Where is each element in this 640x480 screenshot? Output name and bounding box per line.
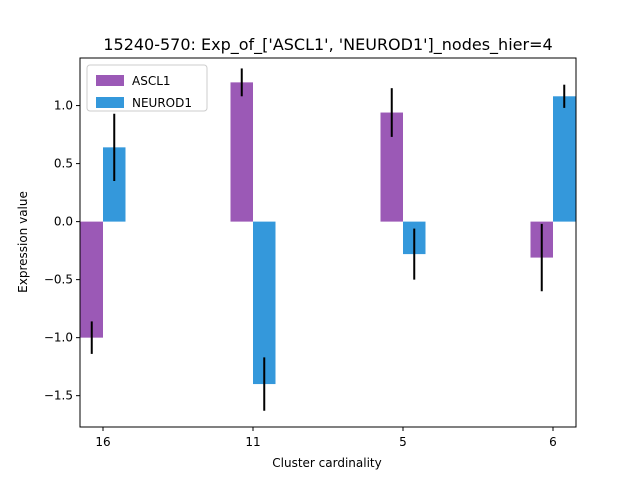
legend: ASCL1 NEUROD1 [86,64,208,112]
y-tick-label: −0.5 [44,273,73,287]
y-tick-label: 0.5 [54,157,73,171]
x-axis-label: Cluster cardinality [272,456,381,470]
bar-ascl1-11 [230,82,253,222]
legend-swatch-neurod1 [96,97,124,108]
y-tick-label: −1.5 [44,389,73,403]
y-tick-label: −1.0 [44,331,73,345]
error-bar-layer [90,68,566,411]
x-axis: 16 11 5 6 [95,427,557,449]
y-axis-label: Expression value [16,191,30,293]
bar-layer [80,82,576,385]
bar-neurod1-11 [253,221,276,385]
x-tick-label-5: 5 [399,435,407,449]
plot-frame [79,57,577,428]
y-tick-label: 1.0 [54,99,73,113]
x-tick-label-16: 16 [95,435,110,449]
chart-title: 15240-570: Exp_of_['ASCL1', 'NEUROD1']_n… [103,35,552,55]
y-tick-label: 0.0 [54,215,73,229]
bar-neurod1-6 [553,96,576,222]
legend-swatch-ascl1 [96,75,124,86]
x-tick-label-6: 6 [549,435,557,449]
legend-label-ascl1: ASCL1 [132,74,171,88]
bar-neurod1-16 [103,147,126,222]
y-axis: −1.5 −1.0 −0.5 0.0 0.5 1.0 [44,99,80,403]
x-tick-label-11: 11 [245,435,260,449]
bar-ascl1-16 [80,221,103,338]
legend-label-neurod1: NEUROD1 [132,96,192,110]
bar-ascl1-5 [380,112,403,222]
